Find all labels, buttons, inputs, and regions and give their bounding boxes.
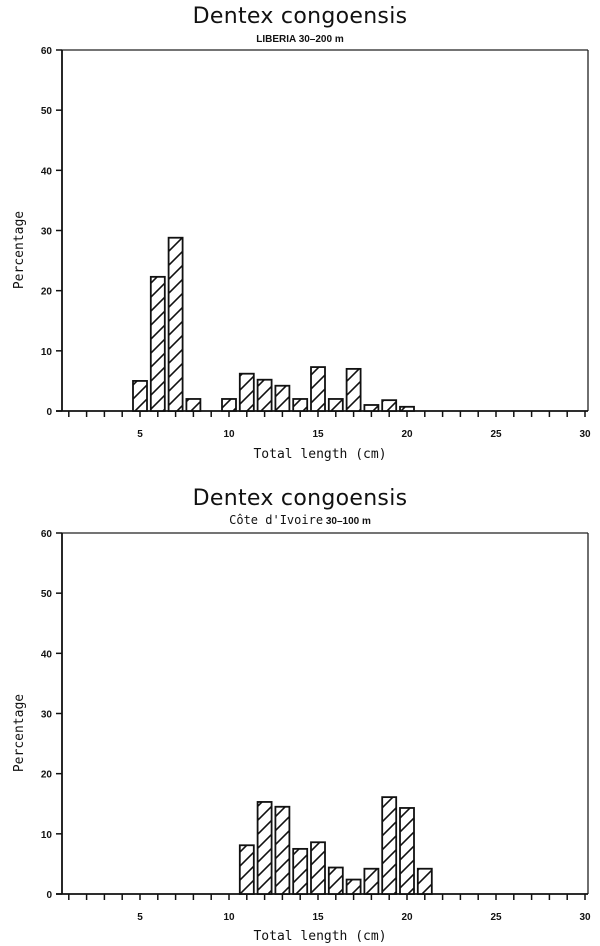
bar: [185, 398, 202, 412]
y-tick-label: 30: [41, 710, 53, 721]
bar: [381, 399, 398, 412]
x-tick-label: 25: [490, 912, 502, 923]
x-tick-label: 10: [223, 429, 235, 440]
bar: [238, 844, 255, 895]
y-axis-label: Percentage: [12, 211, 27, 289]
subtitle-depth: 30–100 m: [325, 516, 371, 527]
subtitle-depth: 30–200 m: [298, 34, 344, 45]
x-tick-label: 30: [579, 912, 591, 923]
x-tick-label: 5: [137, 912, 143, 923]
y-tick-label: 60: [41, 529, 53, 540]
bar: [363, 867, 380, 895]
chart-subtitle: LIBERIA 30–200 m: [0, 34, 600, 45]
y-tick-label: 10: [41, 347, 53, 358]
bar-chart-liberia: 0 10 20 30 40 50 60 5 10 15 20 25 30 Total length (cm…: [12, 46, 591, 462]
bar: [381, 796, 398, 895]
bar: [310, 841, 326, 895]
y-tick-label: 0: [46, 407, 52, 418]
bar: [363, 404, 380, 412]
x-axis-label: Total length (cm): [253, 929, 386, 944]
plot-frame: 0 10 20 30 40 50 60 5 10 15 20 25 30: [41, 529, 591, 923]
bar: [274, 384, 291, 412]
y-tick-label: 50: [41, 106, 53, 117]
x-tick-label: 5: [137, 429, 143, 440]
y-axis-label: Percentage: [12, 694, 27, 772]
bar: [167, 236, 184, 412]
y-tick-label: 20: [41, 287, 53, 298]
chart-title: Dentex congoensis: [192, 4, 408, 29]
y-tick-label: 40: [41, 166, 53, 177]
chart-title: Dentex congoensis: [192, 486, 408, 511]
y-tick-label: 40: [41, 649, 53, 660]
x-tick-label: 20: [401, 429, 413, 440]
bar: [416, 867, 433, 895]
x-axis-label: Total length (cm): [253, 447, 386, 462]
bar: [221, 398, 237, 412]
bar: [256, 378, 273, 412]
x-tick-label: 10: [223, 912, 235, 923]
bar: [256, 801, 273, 895]
y-tick-label: 10: [41, 830, 53, 841]
y-tick-label: 30: [41, 227, 53, 238]
x-tick-label: 30: [579, 429, 591, 440]
x-tick-label: 15: [312, 429, 324, 440]
bar: [292, 398, 309, 412]
plot-frame: 0 10 20 30 40 50 60 5 10 15 20 25 30: [41, 46, 591, 440]
bar: [132, 380, 148, 412]
y-tick-label: 50: [41, 589, 53, 600]
chart-subtitle: Côte d'Ivoire 30–100 m: [0, 513, 600, 527]
chart-panel-liberia: Dentex congoensis LIBERIA 30–200 m 0 10 20…: [0, 0, 600, 470]
bar: [292, 847, 309, 895]
y-tick-label: 20: [41, 770, 53, 781]
bars: [238, 796, 433, 895]
y-tick-label: 0: [46, 890, 52, 901]
bar: [327, 398, 344, 412]
y-tick-label: 60: [41, 46, 53, 57]
x-tick-label: 25: [490, 429, 502, 440]
subtitle-location: LIBERIA: [256, 34, 296, 45]
x-tick-label: 15: [312, 912, 324, 923]
bar: [274, 805, 291, 895]
bar: [399, 405, 415, 412]
x-tick-label: 20: [401, 912, 413, 923]
bar: [238, 372, 255, 412]
bar: [149, 275, 166, 412]
bar: [327, 866, 344, 895]
bar: [345, 878, 362, 895]
bar: [399, 807, 415, 895]
bar: [345, 367, 362, 412]
bars: [132, 236, 415, 412]
bar: [310, 366, 326, 412]
subtitle-location: Côte d'Ivoire: [229, 513, 324, 527]
